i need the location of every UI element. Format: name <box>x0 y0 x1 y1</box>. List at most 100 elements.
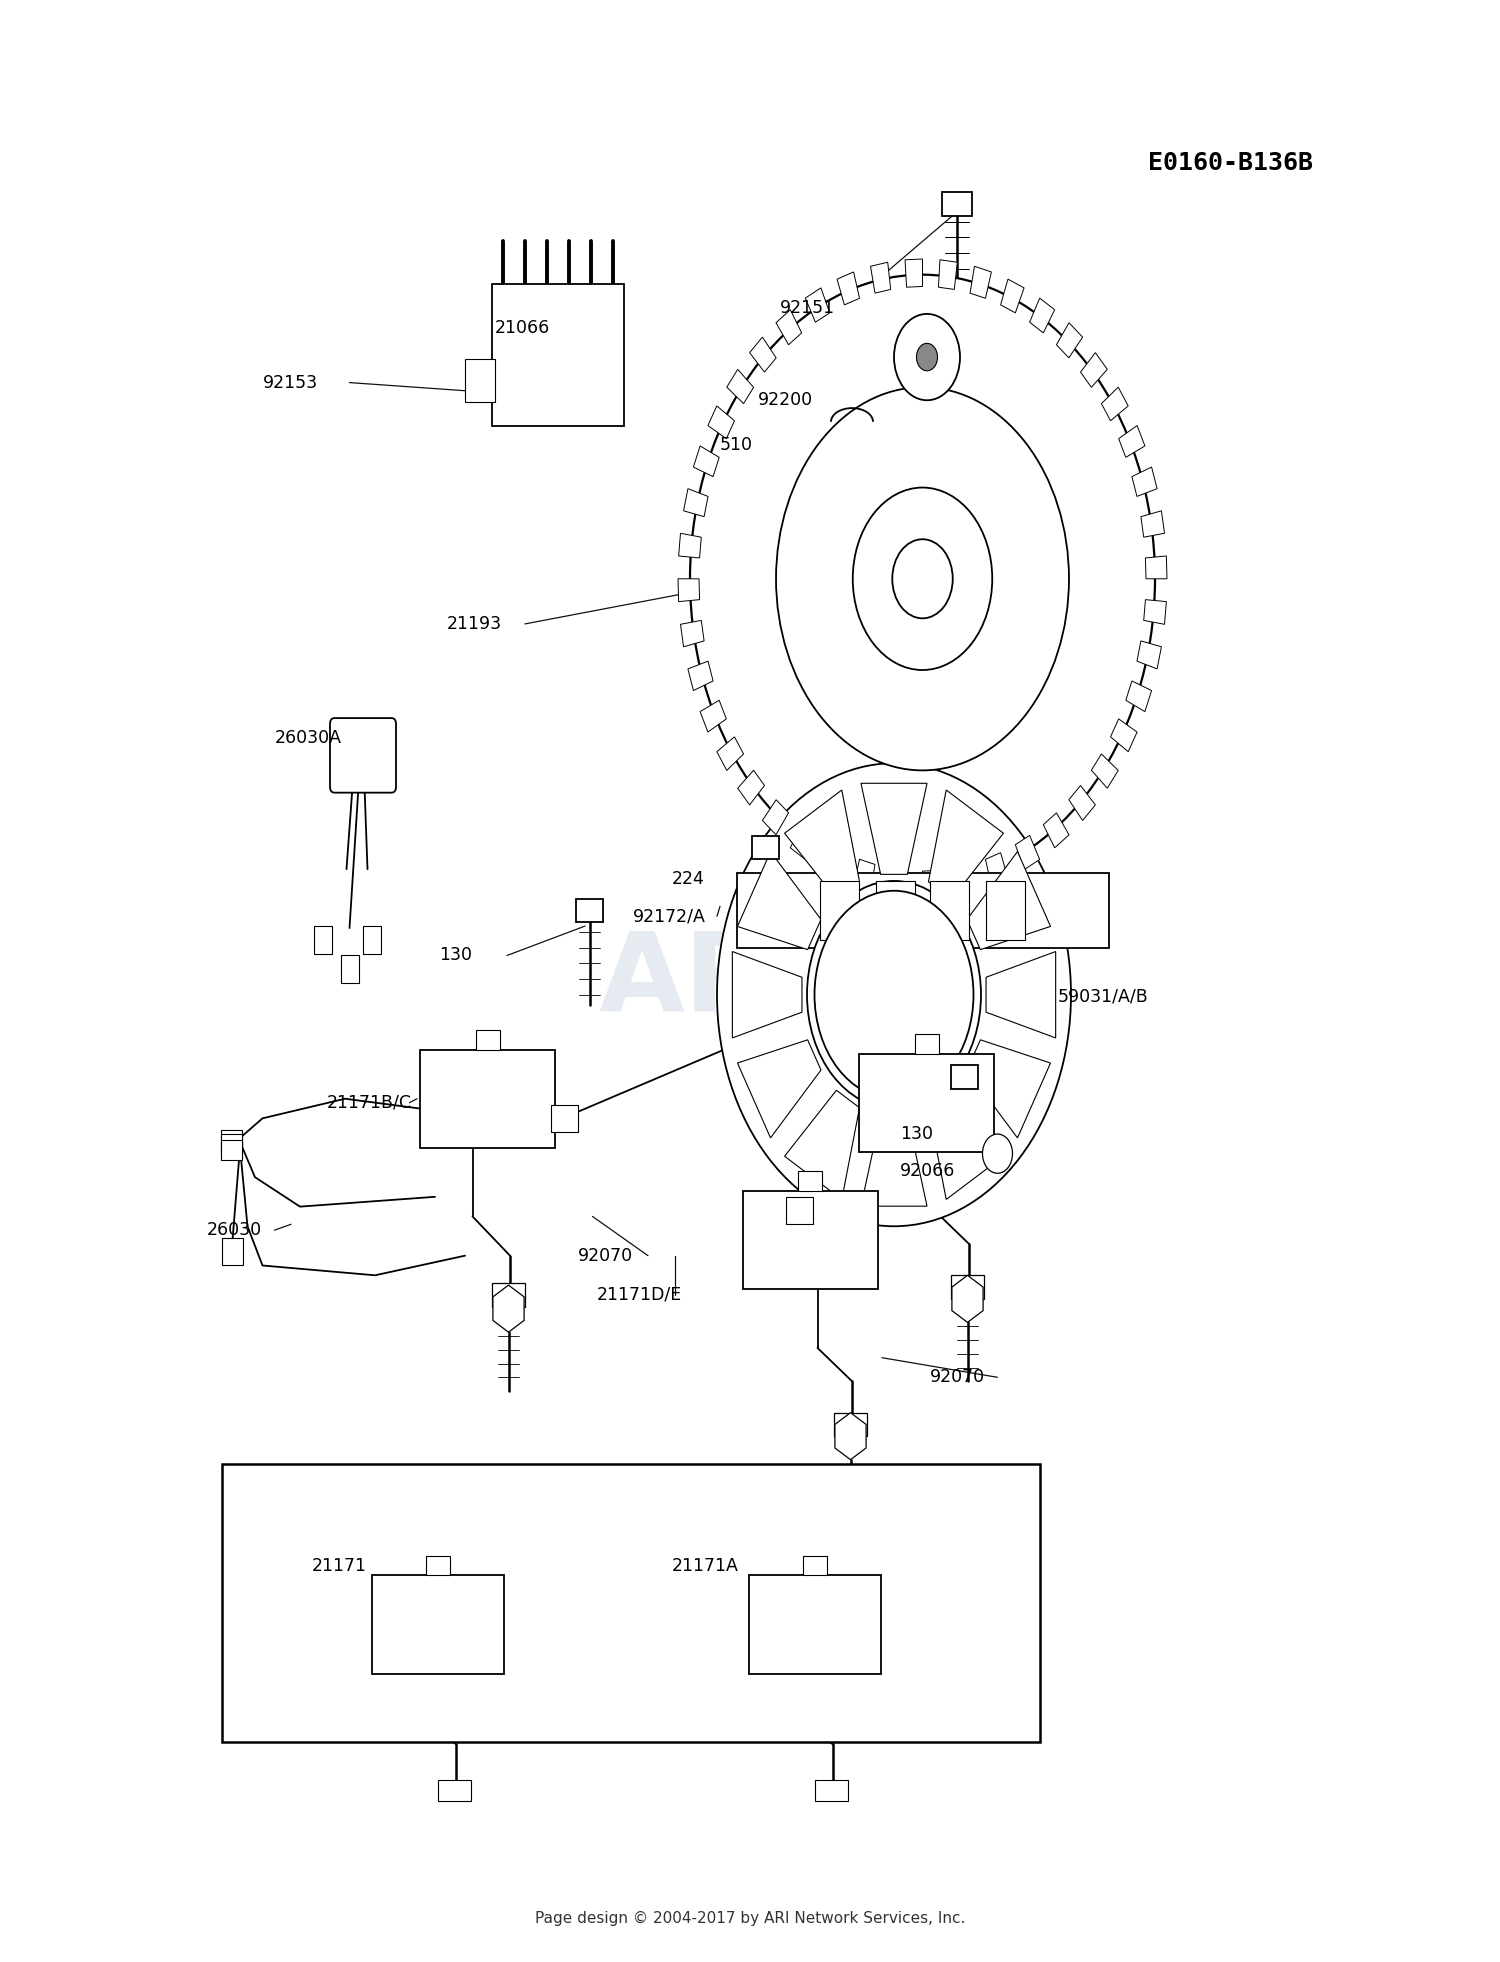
Polygon shape <box>861 783 927 875</box>
Text: 26030: 26030 <box>207 1220 262 1240</box>
Polygon shape <box>1080 353 1107 387</box>
Polygon shape <box>939 259 957 290</box>
Polygon shape <box>928 791 1004 899</box>
Polygon shape <box>732 952 802 1038</box>
Polygon shape <box>717 738 744 771</box>
Text: 510: 510 <box>720 436 753 455</box>
Polygon shape <box>1092 753 1118 789</box>
Polygon shape <box>922 871 940 899</box>
Text: 92151: 92151 <box>780 298 836 318</box>
Polygon shape <box>1110 718 1137 751</box>
Text: 59031/A/B: 59031/A/B <box>1058 987 1149 1007</box>
Text: 21171: 21171 <box>312 1556 368 1575</box>
Circle shape <box>894 314 960 400</box>
Polygon shape <box>1142 510 1164 538</box>
Polygon shape <box>821 846 844 879</box>
Circle shape <box>852 489 993 671</box>
Bar <box>476 1030 500 1050</box>
Polygon shape <box>738 852 821 950</box>
Bar <box>222 1464 1040 1742</box>
Polygon shape <box>1132 467 1156 496</box>
Text: 92070: 92070 <box>930 1368 986 1387</box>
Bar <box>220 1130 242 1150</box>
Bar <box>742 1191 878 1289</box>
Bar <box>340 955 358 983</box>
Bar <box>859 1054 994 1152</box>
Bar <box>834 1413 867 1436</box>
Polygon shape <box>1119 426 1144 457</box>
Bar <box>220 1140 242 1160</box>
Bar <box>372 1575 504 1674</box>
Polygon shape <box>837 273 860 304</box>
Polygon shape <box>1000 279 1024 312</box>
Polygon shape <box>928 1091 1004 1199</box>
Bar <box>426 1556 450 1575</box>
Text: 130: 130 <box>900 1124 933 1144</box>
Text: 224: 224 <box>672 869 705 889</box>
Polygon shape <box>1070 785 1095 820</box>
Polygon shape <box>708 406 735 439</box>
Text: 92172/A: 92172/A <box>633 906 706 926</box>
Bar <box>222 1238 243 1265</box>
Polygon shape <box>784 791 859 899</box>
Polygon shape <box>870 263 891 292</box>
Polygon shape <box>836 1413 866 1460</box>
Polygon shape <box>681 620 703 647</box>
Circle shape <box>717 763 1071 1226</box>
Polygon shape <box>1101 387 1128 420</box>
Text: 92070: 92070 <box>578 1246 633 1265</box>
Polygon shape <box>954 865 975 895</box>
Bar <box>876 881 915 940</box>
Polygon shape <box>790 824 816 859</box>
Polygon shape <box>806 288 830 322</box>
Bar <box>550 1105 578 1132</box>
Text: E0160-B136B: E0160-B136B <box>1148 151 1312 175</box>
Text: 92066: 92066 <box>900 1162 956 1181</box>
Polygon shape <box>678 579 699 602</box>
Bar <box>363 926 381 954</box>
Circle shape <box>807 881 981 1109</box>
Polygon shape <box>784 1091 859 1199</box>
Text: ARI: ARI <box>598 928 812 1034</box>
Bar <box>915 1034 939 1054</box>
Text: 92200: 92200 <box>758 390 813 410</box>
Circle shape <box>982 1134 1012 1173</box>
Bar <box>986 881 1024 940</box>
Bar <box>576 899 603 922</box>
Text: 26030A: 26030A <box>274 728 342 748</box>
Circle shape <box>815 891 974 1099</box>
Polygon shape <box>1146 555 1167 579</box>
Polygon shape <box>738 1040 821 1138</box>
Polygon shape <box>904 259 922 286</box>
Bar <box>314 926 332 954</box>
Polygon shape <box>986 952 1056 1038</box>
Polygon shape <box>684 489 708 516</box>
Polygon shape <box>1016 836 1040 869</box>
Bar <box>736 873 1108 948</box>
Bar <box>798 1171 822 1191</box>
Bar <box>752 836 778 859</box>
Polygon shape <box>494 1285 524 1332</box>
Bar <box>815 1780 848 1801</box>
Text: 21171B/C: 21171B/C <box>327 1093 412 1112</box>
Text: Page design © 2004-2017 by ARI Network Services, Inc.: Page design © 2004-2017 by ARI Network S… <box>536 1911 964 1927</box>
Text: 130: 130 <box>440 946 472 965</box>
Circle shape <box>776 387 1070 771</box>
Text: 21171A: 21171A <box>672 1556 740 1575</box>
Text: 21193: 21193 <box>447 614 503 634</box>
Bar <box>951 1275 984 1299</box>
Bar <box>951 1065 978 1089</box>
Bar <box>220 1134 242 1154</box>
Circle shape <box>690 275 1155 883</box>
Text: 21171D/E: 21171D/E <box>597 1285 682 1305</box>
Polygon shape <box>970 267 992 298</box>
Polygon shape <box>1143 600 1167 624</box>
Polygon shape <box>986 853 1008 885</box>
Polygon shape <box>1029 298 1054 334</box>
Polygon shape <box>693 445 718 477</box>
Bar <box>420 1050 555 1148</box>
Polygon shape <box>968 1040 1050 1138</box>
Bar <box>930 881 969 940</box>
Bar <box>438 1780 471 1801</box>
Bar <box>465 359 495 402</box>
